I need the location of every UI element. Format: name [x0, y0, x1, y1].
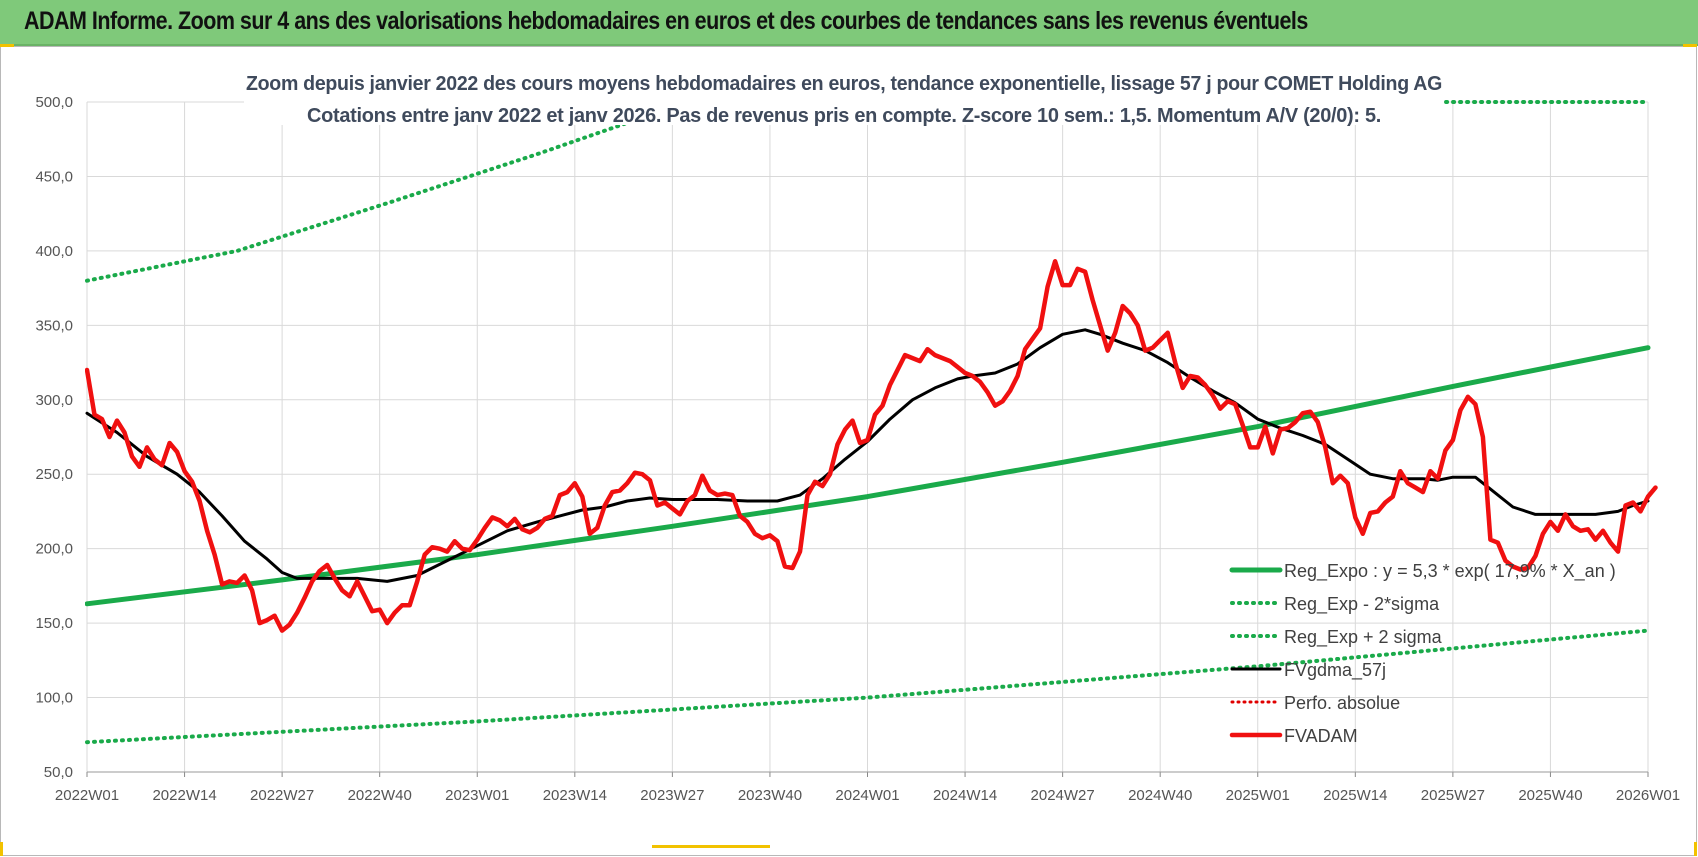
series-reg-exp-minus-2sigma	[85, 628, 1650, 745]
report-title: ADAM Informe. Zoom sur 4 ans des valoris…	[24, 7, 1308, 35]
x-tick-label: 2023W27	[640, 787, 704, 804]
y-axis-ticks: 50,0 100,0 150,0 200,0 250,0 300,0 350,0 400,0 4…	[35, 94, 73, 781]
frame-corner-mark	[1683, 44, 1697, 47]
x-tick-label: 2025W40	[1518, 787, 1582, 804]
x-tick-label: 2026W01	[1616, 787, 1680, 804]
series-reg-expo	[85, 345, 1651, 607]
x-tick-label: 2023W01	[445, 787, 509, 804]
frame-corner-mark	[1694, 842, 1697, 856]
x-tick-label: 2025W14	[1323, 787, 1387, 804]
legend-label: FVgdma_57j	[1284, 660, 1386, 681]
y-tick-label: 500,0	[35, 94, 73, 111]
legend-label: Perfo. absolue	[1284, 693, 1400, 713]
series-fvadam	[85, 259, 1658, 633]
x-tick-label: 2022W40	[348, 787, 412, 804]
legend-label: Reg_Exp + 2 sigma	[1284, 627, 1443, 648]
y-tick-label: 50,0	[44, 764, 73, 781]
y-tick-label: 150,0	[35, 615, 73, 632]
y-tick-label: 250,0	[35, 466, 73, 483]
x-tick-label: 2022W27	[250, 787, 314, 804]
y-tick-label: 400,0	[35, 243, 73, 260]
plot-area	[85, 100, 1658, 745]
title-banner: ADAM Informe. Zoom sur 4 ans des valoris…	[0, 0, 1698, 46]
legend-label: Reg_Expo : y = 5,3 * exp( 17,9% * X_an )	[1284, 561, 1616, 582]
x-tick-label: 2024W01	[835, 787, 899, 804]
x-tick-label: 2023W14	[543, 787, 607, 804]
x-tick-label: 2023W40	[738, 787, 802, 804]
x-tick-label: 2025W01	[1226, 787, 1290, 804]
title-background	[244, 67, 1444, 125]
x-tick-label: 2024W14	[933, 787, 997, 804]
legend-label: Reg_Exp - 2*sigma	[1284, 594, 1440, 615]
legend: Reg_Expo : y = 5,3 * exp( 17,9% * X_an )…	[1229, 561, 1616, 746]
chart-subtitle: Cotations entre janv 2022 et janv 2026. …	[307, 105, 1381, 127]
y-tick-label: 350,0	[35, 317, 73, 334]
x-tick-label: 2022W14	[152, 787, 216, 804]
x-tick-label: 2022W01	[55, 787, 119, 804]
series-fvgdma-57j	[85, 328, 1650, 583]
y-tick-label: 300,0	[35, 392, 73, 409]
frame-corner-mark	[0, 842, 3, 856]
legend-label: FVADAM	[1284, 726, 1358, 746]
y-tick-label: 100,0	[35, 690, 73, 707]
chart-title: Zoom depuis janvier 2022 des cours moyen…	[246, 73, 1442, 95]
y-tick-label: 450,0	[35, 168, 73, 185]
chart-title-block: Zoom depuis janvier 2022 des cours moyen…	[244, 67, 1444, 127]
series-reg-exp-plus-2sigma	[85, 100, 1650, 283]
chart-frame	[0, 46, 1697, 856]
frame-bottom-mark	[652, 845, 770, 848]
x-tick-label: 2024W27	[1031, 787, 1095, 804]
x-axis-ticks: 2022W01 2022W14 2022W27 2022W40 2023W01 2023W…	[55, 771, 1680, 804]
x-tick-label: 2024W40	[1128, 787, 1192, 804]
y-tick-label: 200,0	[35, 541, 73, 558]
frame-corner-mark	[0, 44, 14, 47]
x-tick-label: 2025W27	[1421, 787, 1485, 804]
